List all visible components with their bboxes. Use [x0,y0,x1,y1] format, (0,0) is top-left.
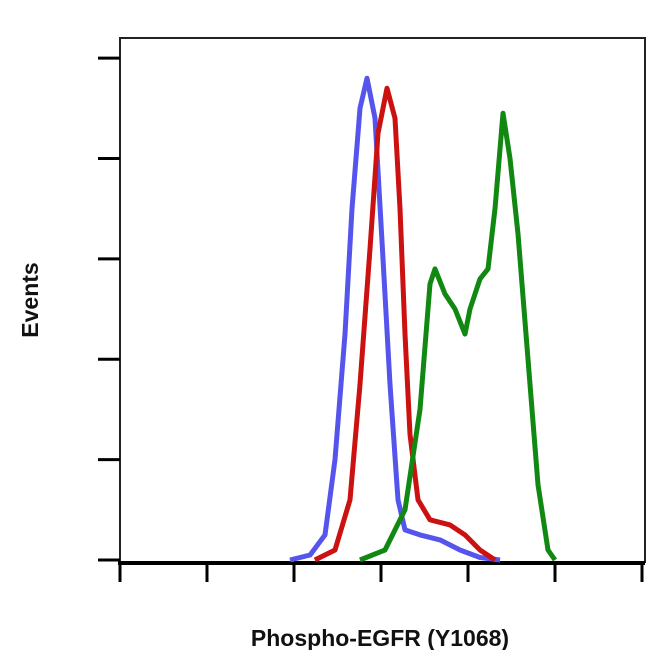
histogram-line [313,85,497,563]
y-axis-label: Events [17,262,43,337]
x-axis-label: Phospho-EGFR (Y1068) [251,625,509,650]
histogram-line [359,110,558,563]
histogram-line [289,75,501,563]
